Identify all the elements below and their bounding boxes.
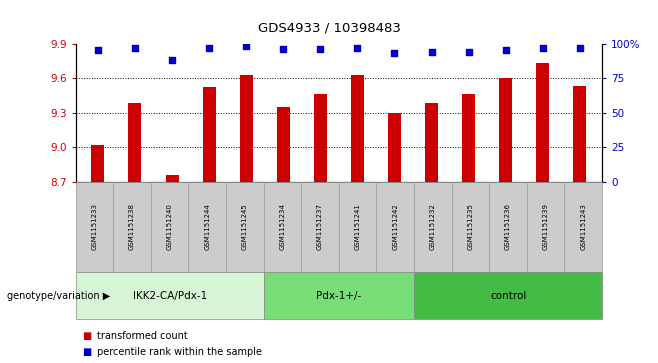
Text: GSM1151238: GSM1151238 (129, 203, 135, 250)
Point (93, 48, 103, 53)
Point (166, 57, 177, 63)
Text: IKK2-CA/Pdx-1: IKK2-CA/Pdx-1 (132, 291, 207, 301)
Text: percentile rank within the sample: percentile rank within the sample (97, 347, 262, 357)
Bar (351, 75, 364, 182)
Bar (277, 107, 290, 182)
Bar (166, 175, 178, 182)
Point (426, 49, 437, 55)
Bar (314, 94, 327, 182)
Text: GSM1151232: GSM1151232 (430, 203, 436, 250)
Text: GSM1151240: GSM1151240 (166, 203, 172, 250)
Point (574, 45, 585, 50)
Text: ■: ■ (82, 347, 91, 357)
Bar (91, 145, 105, 182)
Point (390, 50, 400, 56)
Bar (573, 86, 586, 182)
Bar (425, 103, 438, 182)
Point (241, 44, 251, 49)
Text: GSM1151237: GSM1151237 (317, 203, 323, 250)
Text: GSM1151233: GSM1151233 (91, 203, 97, 250)
Text: control: control (490, 291, 526, 301)
Point (501, 48, 511, 53)
Text: GSM1151236: GSM1151236 (505, 203, 511, 250)
Point (130, 45, 140, 50)
Text: Pdx-1+/-: Pdx-1+/- (316, 291, 361, 301)
Text: transformed count: transformed count (97, 331, 188, 341)
Bar (462, 94, 475, 182)
Text: GSM1151243: GSM1151243 (580, 203, 586, 250)
Text: ■: ■ (82, 331, 91, 341)
Bar (499, 78, 512, 182)
Text: GSM1151244: GSM1151244 (204, 204, 211, 250)
Text: GSM1151234: GSM1151234 (280, 203, 286, 250)
Bar (536, 63, 549, 182)
Text: GSM1151239: GSM1151239 (543, 203, 549, 250)
Point (352, 45, 363, 50)
Bar (203, 87, 216, 182)
Text: genotype/variation ▶: genotype/variation ▶ (7, 291, 110, 301)
Point (538, 45, 548, 50)
Bar (240, 75, 253, 182)
Bar (128, 103, 141, 182)
Point (204, 45, 215, 50)
Point (463, 49, 474, 55)
Point (278, 46, 288, 52)
Text: GSM1151235: GSM1151235 (467, 203, 474, 250)
Text: GSM1151245: GSM1151245 (242, 204, 248, 250)
Bar (388, 113, 401, 182)
Point (315, 46, 326, 52)
Text: GSM1151241: GSM1151241 (355, 203, 361, 250)
Text: GDS4933 / 10398483: GDS4933 / 10398483 (257, 22, 401, 35)
Text: GSM1151242: GSM1151242 (392, 204, 398, 250)
